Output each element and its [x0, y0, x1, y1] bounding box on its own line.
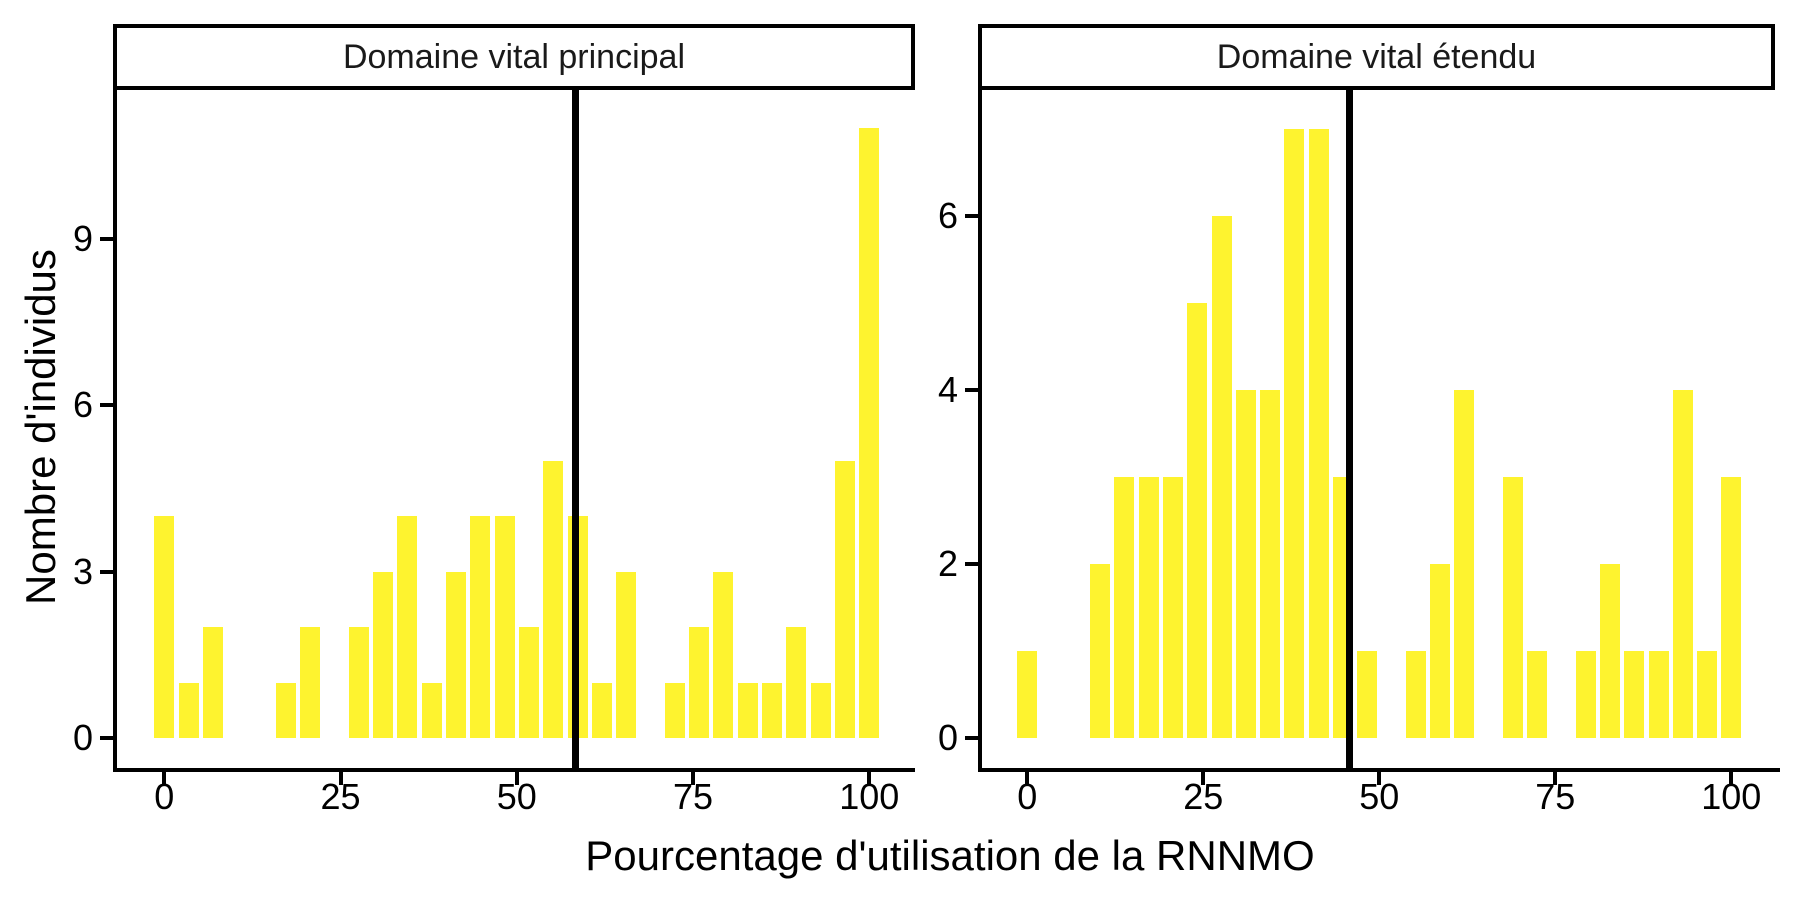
histogram-bar — [1575, 651, 1596, 738]
y-tick — [965, 736, 978, 740]
y-axis-line — [978, 90, 982, 772]
y-tick-label: 6 — [937, 195, 958, 236]
histogram-bar — [1162, 477, 1183, 738]
facet-strip-etendu: Domaine vital étendu — [978, 24, 1775, 90]
histogram-bar — [1260, 390, 1281, 738]
reference-vline — [1346, 90, 1354, 768]
y-tick — [965, 562, 978, 566]
y-tick-label: 0 — [937, 717, 958, 758]
histogram-bar — [1308, 129, 1329, 738]
histogram-bar — [713, 571, 734, 738]
histogram-bar — [1114, 477, 1135, 738]
y-tick-label: 2 — [937, 543, 958, 584]
x-tick-label: 100 — [839, 776, 900, 817]
histogram-bar — [1697, 651, 1717, 738]
x-tick-label: 0 — [154, 776, 175, 817]
x-tick — [514, 772, 519, 785]
histogram-bar — [202, 627, 223, 738]
histogram-bar — [348, 627, 369, 738]
x-tick — [1729, 772, 1734, 785]
histogram-bar — [518, 627, 539, 738]
reference-vline — [571, 90, 579, 768]
histogram-bar — [859, 127, 880, 738]
y-tick-label: 3 — [72, 550, 93, 592]
x-tick — [1377, 772, 1382, 785]
x-tick — [1025, 772, 1030, 785]
histogram-bar — [1357, 651, 1378, 738]
histogram-bar — [1090, 564, 1111, 738]
histogram-bar — [543, 460, 564, 738]
histogram-bar — [1187, 303, 1208, 738]
x-tick-label: 75 — [1535, 776, 1576, 817]
y-tick-label: 0 — [72, 717, 93, 758]
y-tick-label: 9 — [72, 217, 93, 259]
facet-strip-principal: Domaine vital principal — [113, 24, 915, 90]
histogram-bar — [762, 682, 783, 738]
histogram-bar — [275, 682, 296, 738]
x-tick — [1553, 772, 1558, 785]
x-tick — [162, 772, 167, 785]
y-tick — [100, 236, 113, 241]
histogram-bar — [300, 627, 321, 738]
histogram-bar — [1672, 390, 1693, 738]
facet-strip-label: Domaine vital principal — [342, 37, 686, 76]
histogram-bar — [1721, 477, 1742, 738]
histogram-bar — [689, 627, 710, 738]
facet-strip-label: Domaine vital étendu — [1216, 37, 1537, 76]
histogram-bar — [178, 682, 199, 738]
y-tick — [100, 569, 113, 574]
histogram-bar — [1624, 651, 1645, 738]
histogram-bar — [1138, 477, 1159, 738]
x-tick — [691, 772, 696, 785]
histogram-bar — [616, 571, 637, 738]
x-tick — [1201, 772, 1206, 785]
x-tick — [867, 772, 872, 785]
histogram-bar — [786, 627, 807, 738]
x-tick-label: 100 — [1701, 776, 1762, 817]
histogram-bar — [810, 682, 831, 738]
x-tick-label: 50 — [1359, 776, 1400, 817]
histogram-bar — [1017, 651, 1038, 738]
y-tick — [100, 736, 113, 740]
histogram-bar — [1502, 477, 1523, 738]
histogram-bar — [446, 571, 467, 738]
histogram-bar — [1648, 651, 1669, 738]
x-axis-line — [978, 768, 1780, 772]
x-axis-title: Pourcentage d'utilisation de la RNNMO — [585, 832, 1315, 879]
histogram-bar — [154, 516, 175, 738]
histogram-bar — [1211, 216, 1232, 738]
x-tick — [338, 772, 343, 785]
histogram-bar — [591, 682, 612, 738]
histogram-bar — [421, 682, 442, 738]
histogram-bar — [834, 460, 855, 738]
x-tick-label: 25 — [320, 776, 361, 817]
histogram-bar — [494, 516, 515, 738]
histogram-bar — [664, 682, 685, 738]
histogram-bar — [373, 571, 394, 738]
histogram-bar — [470, 516, 491, 738]
x-tick-label: 50 — [496, 776, 537, 817]
x-tick-label: 75 — [673, 776, 714, 817]
histogram-bar — [1284, 129, 1305, 738]
histogram-bar — [737, 682, 758, 738]
histogram-bar — [1599, 564, 1620, 738]
histogram-bar — [1454, 390, 1475, 738]
y-axis-title: Nombre d'individus — [17, 249, 64, 605]
x-axis-line — [113, 768, 915, 772]
histogram-bar — [1429, 564, 1450, 738]
y-tick-label: 6 — [72, 384, 93, 425]
y-tick — [965, 388, 978, 392]
histogram-bar — [1235, 390, 1256, 738]
y-tick — [965, 214, 978, 218]
y-tick-label: 4 — [937, 369, 958, 410]
histogram-bar — [397, 516, 418, 738]
x-tick-label: 0 — [1017, 776, 1038, 817]
histogram-bar — [1527, 651, 1548, 738]
y-axis-line — [113, 90, 117, 772]
histogram-bar — [1405, 651, 1426, 738]
x-tick-label: 25 — [1183, 776, 1224, 817]
y-tick — [100, 403, 113, 407]
